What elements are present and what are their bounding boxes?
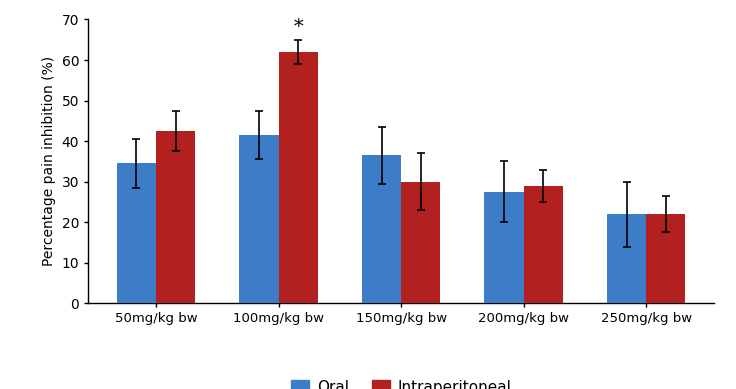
Legend: Oral, Intraperitoneal: Oral, Intraperitoneal (285, 373, 517, 389)
Bar (524, 186, 563, 303)
Bar (117, 163, 156, 303)
Bar (401, 182, 440, 303)
Bar (607, 214, 646, 303)
Bar (484, 192, 524, 303)
Y-axis label: Percentage pain inhibition (%): Percentage pain inhibition (%) (42, 56, 56, 266)
Bar (362, 155, 401, 303)
Bar (646, 214, 685, 303)
Bar (156, 131, 195, 303)
Text: *: * (294, 18, 303, 36)
Bar (239, 135, 278, 303)
Bar (278, 52, 318, 303)
